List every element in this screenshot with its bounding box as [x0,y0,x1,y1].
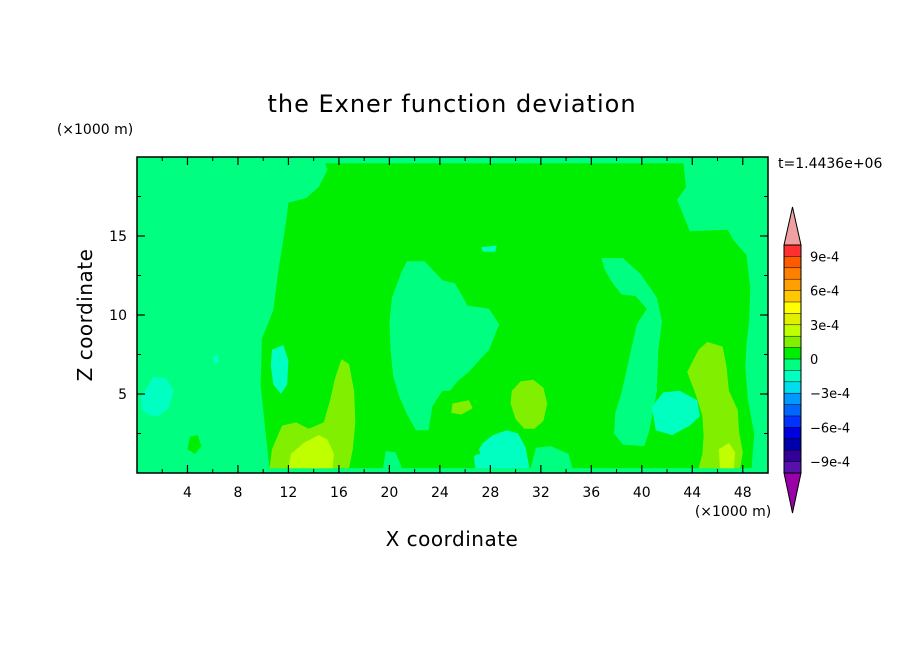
contour-region-11 [687,341,743,469]
colorbar-swatch [784,393,801,406]
y-axis-ticks: 5 10 15 [109,196,768,434]
y-tick-label: 10 [109,308,127,324]
time-label: t=1.4436e+06 [778,156,882,172]
colorbar-over-triangle [783,206,802,246]
colorbar-swatch [784,267,801,280]
x-tick-label: 48 [734,485,752,501]
colorbar-swatch [784,313,801,326]
colorbar-label: 3e-4 [810,319,839,334]
colorbar-swatch [784,302,801,314]
x-tick-label: 28 [481,485,499,501]
contour-region-19 [481,245,497,252]
colorbar-swatch [784,438,801,451]
x-tick-label: 20 [380,485,398,501]
y-axis-label: Z coordinate [73,249,97,382]
colorbar-under-triangle [783,472,802,514]
x-tick-label: 40 [633,485,651,501]
x-axis-label: X coordinate [386,527,519,551]
colorbar-swatch [784,336,801,349]
contour-region-13 [451,400,473,415]
colorbar-swatch [784,347,801,360]
contour-region-17 [474,430,530,469]
x-tick-label: 12 [280,485,298,501]
y-tick-label: 5 [118,387,127,403]
x-unit-label: (×1000 m) [695,504,771,520]
colorbar-swatch [784,404,801,417]
plot-area [137,157,768,473]
colorbar-swatch [784,381,801,394]
contour-region-5 [530,446,573,469]
colorbar-swatch [784,461,801,474]
colorbar-swatch [784,279,801,292]
contour-region-2 [601,258,662,447]
contour-region-20 [468,444,481,456]
colorbar-swatch [784,290,801,303]
contour-regions [139,163,755,469]
contour-region-7 [321,311,337,331]
contour-region-18 [212,354,219,364]
colorbar-swatch [784,245,801,257]
contour-region-16 [651,390,700,436]
y-unit-label: (×1000 m) [57,122,133,138]
y-tick-label: 15 [109,229,127,245]
contour-region-1 [389,261,500,431]
contour-region-3 [139,400,146,469]
colorbar-label: −3e-4 [810,387,850,402]
contour-region-9 [288,435,334,469]
colorbar-swatch [784,370,801,383]
contour-region-6 [187,435,202,454]
x-tick-label: 4 [183,485,192,501]
colorbar-label: 0 [810,353,818,368]
colorbar-swatch [784,359,801,371]
contour-region-4 [383,450,402,469]
contour-region-10 [510,379,548,429]
colorbar-label: 9e-4 [810,250,839,265]
colorbar-swatch [784,427,801,440]
contour-region-8 [269,359,356,469]
x-tick-label: 24 [431,485,449,501]
colorbar-swatch [784,324,801,337]
contour-region-14 [140,376,174,417]
colorbar-swatch [784,450,801,463]
x-tick-label: 36 [582,485,600,501]
contour-region-15 [270,345,289,394]
colorbar-swatch [784,416,801,428]
x-tick-label: 32 [532,485,550,501]
colorbar-label: −9e-4 [810,456,850,471]
x-tick-label: 44 [683,485,701,501]
x-tick-label: 16 [330,485,348,501]
colorbar-label: 6e-4 [810,285,839,300]
x-axis-ticks: 4 8 12 16 20 24 28 32 36 40 44 48 [161,157,752,501]
contour-region-12 [718,443,736,469]
colorbar: 9e-4 6e-4 3e-4 0 −3e-4 −6e-4 −9e-4 [783,206,850,514]
colorbar-swatch [784,256,801,269]
chart-title: the Exner function deviation [267,90,636,118]
colorbar-label: −6e-4 [810,421,850,436]
x-tick-label: 8 [233,485,242,501]
